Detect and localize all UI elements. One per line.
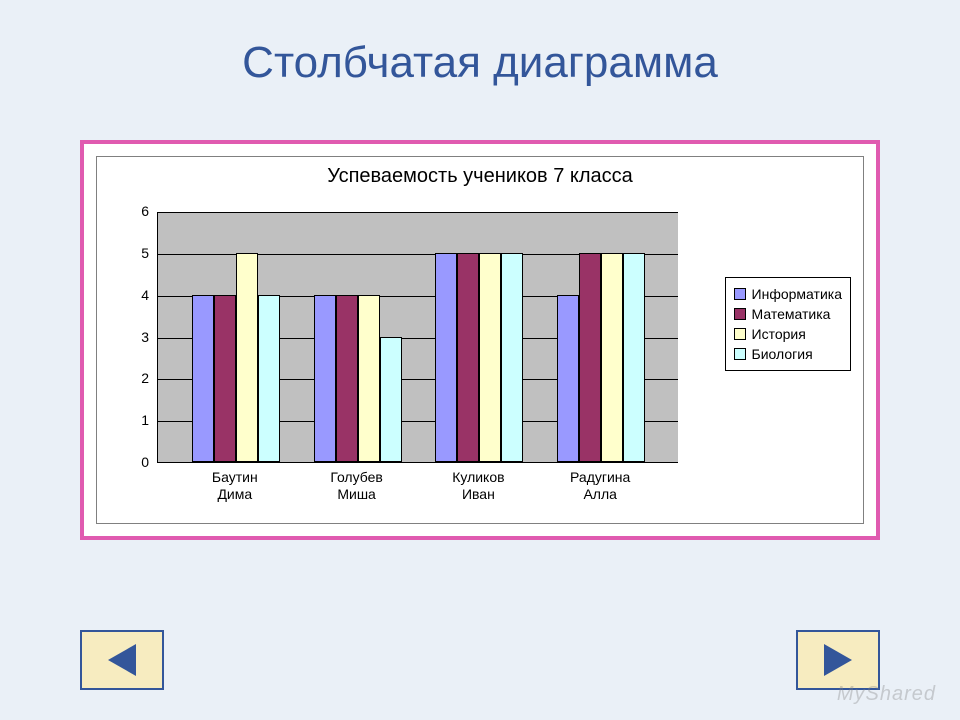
legend-swatch — [734, 328, 746, 340]
y-tick-label: 1 — [109, 412, 149, 428]
y-tick-label: 6 — [109, 203, 149, 219]
legend-swatch — [734, 348, 746, 360]
arrow-right-icon — [824, 644, 852, 676]
grid-line — [158, 212, 678, 213]
chart-title: Успеваемость учеников 7 класса — [97, 165, 863, 188]
prev-button[interactable] — [80, 630, 164, 690]
y-tick-label: 2 — [109, 370, 149, 386]
y-tick-label: 4 — [109, 287, 149, 303]
chart-inner: Успеваемость учеников 7 класса Информати… — [96, 156, 864, 524]
y-tick-label: 3 — [109, 329, 149, 345]
bar — [557, 295, 579, 462]
next-button[interactable] — [796, 630, 880, 690]
legend-item: История — [734, 324, 842, 344]
bar — [192, 295, 214, 462]
legend: Информатика Математика История Биология — [725, 277, 851, 371]
bar — [358, 295, 380, 462]
bar — [457, 253, 479, 462]
watermark-text: MyShared — [837, 683, 936, 706]
legend-swatch — [734, 308, 746, 320]
x-category-label: КуликовИван — [414, 469, 542, 503]
x-category-label: РадугинаАлла — [536, 469, 664, 503]
legend-item: Биология — [734, 344, 842, 364]
x-category-label: БаутинДима — [171, 469, 299, 503]
x-category-label: ГолубевМиша — [293, 469, 421, 503]
bar — [501, 253, 523, 462]
bar — [336, 295, 358, 462]
y-tick-label: 5 — [109, 245, 149, 261]
legend-item: Информатика — [734, 284, 842, 304]
legend-swatch — [734, 288, 746, 300]
chart-frame: Успеваемость учеников 7 класса Информати… — [80, 140, 880, 540]
bar — [380, 337, 402, 463]
slide-page: Столбчатая диаграмма Успеваемость ученик… — [0, 0, 960, 720]
plot-area — [157, 212, 678, 463]
bar — [435, 253, 457, 462]
bar — [601, 253, 623, 462]
legend-label: Информатика — [752, 286, 842, 302]
arrow-left-icon — [108, 644, 136, 676]
bar — [579, 253, 601, 462]
y-tick-label: 0 — [109, 454, 149, 470]
legend-label: История — [752, 326, 806, 342]
bar — [314, 295, 336, 462]
legend-label: Математика — [752, 306, 831, 322]
bar — [236, 253, 258, 462]
bar — [258, 295, 280, 462]
bar — [214, 295, 236, 462]
page-title: Столбчатая диаграмма — [0, 38, 960, 88]
bar — [479, 253, 501, 462]
bar — [623, 253, 645, 462]
legend-label: Биология — [752, 346, 813, 362]
legend-item: Математика — [734, 304, 842, 324]
